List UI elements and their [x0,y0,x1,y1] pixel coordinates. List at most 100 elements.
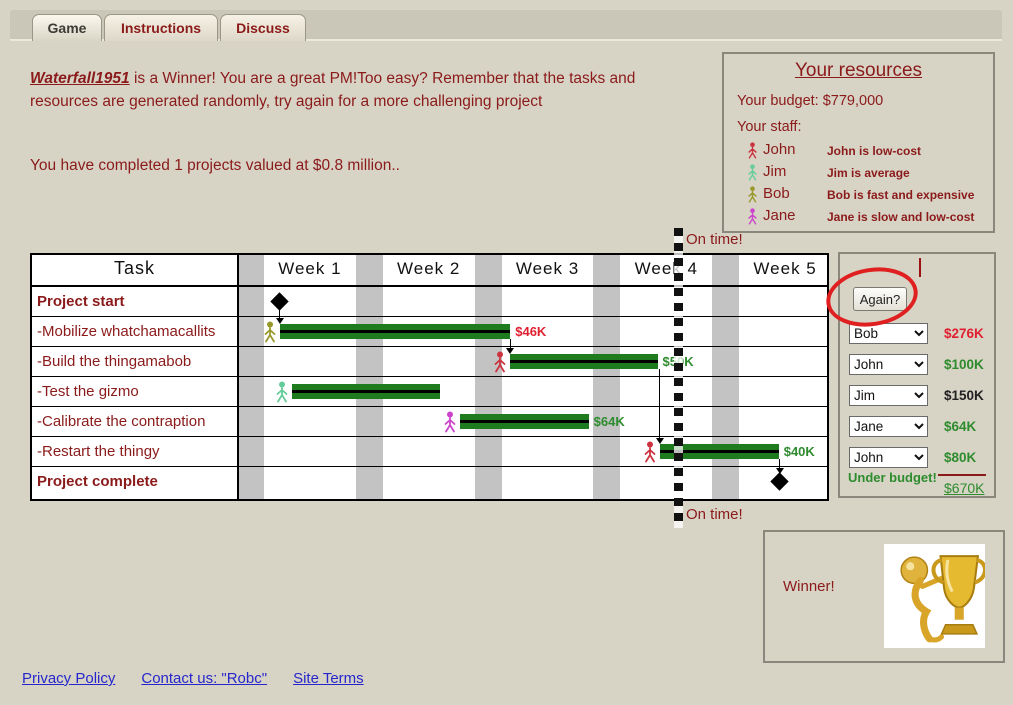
staff-john-icon [747,142,758,164]
task-name: -Build the thingamabob [37,353,192,370]
tab-instructions[interactable]: Instructions [104,14,218,41]
staff-name: Jim [763,163,787,180]
dependency-connector [509,339,511,349]
weekend-stripe [593,255,621,499]
staff-row: Bob Bob is fast and expensive [724,184,993,205]
staff-row: Jane Jane is slow and low-cost [724,206,993,227]
task-bar [460,414,589,429]
staff-bob-icon [747,186,758,208]
row-separator [32,436,827,437]
winner-message: Waterfall1951 is a Winner! You are a gre… [30,67,698,113]
task-name: Project complete [37,473,158,490]
worker-jim-icon [275,381,289,408]
dependency-connector [279,309,281,319]
completed-projects-text: You have completed 1 projects valued at … [30,157,400,174]
weekend-stripe [355,255,383,499]
resources-title: Your resources [794,60,923,81]
footer-link[interactable]: Site Terms [293,670,364,687]
stick-figure-icon [748,164,757,181]
worker-bob-icon [263,321,277,348]
assignment-cost-4: $64K [944,419,977,434]
task-name: -Mobilize whatchamacallits [37,323,216,340]
task-bar [279,324,511,339]
weekend-stripe [474,255,502,499]
dependency-arrowhead [506,348,515,354]
milestone-diamond [270,292,289,311]
task-cost-label: $40K [783,444,815,459]
staff-row: Jim Jim is average [724,162,993,183]
task-cost-label: $46K [515,324,547,339]
dependency-arrowhead [275,318,284,324]
assignment-select-4[interactable]: Jane [849,416,928,437]
staff-row: John John is low-cost [724,140,993,161]
row-separator [32,316,827,317]
week-header: Week 5 [753,259,817,278]
row-separator [32,346,827,347]
stick-figure-icon [276,381,288,403]
assignment-select-2[interactable]: John [849,354,928,375]
row-separator [32,466,827,467]
assignment-select-3[interactable]: Jim [849,385,928,406]
task-column-divider [237,255,239,499]
tab-discuss[interactable]: Discuss [220,14,306,41]
on-time-status-bottom: On time! [686,506,743,523]
trophy-icon [900,555,987,643]
assignment-cost-2: $100K [944,357,984,372]
gantt-chart: Task Week 1 Week 2 Week 3 Week 4 Week 5 Proje… [30,253,829,501]
staff-name: Bob [763,185,790,202]
winner-panel: Winner! [763,530,1005,663]
resources-panel: Your resources Your budget: $779,000 You… [722,52,995,233]
assignment-cost-5: $80K [944,450,977,465]
staff-name: John [763,141,796,158]
project-name: Waterfall1951 [30,70,130,87]
stick-figure-icon [494,351,506,373]
week-header: Week 1 [278,259,342,278]
staff-jim-icon [747,164,758,186]
staff-name: Jane [763,207,796,224]
tab-game[interactable]: Game [32,14,102,41]
dependency-arrowhead [655,438,664,444]
dependency-arrowhead [775,468,784,474]
again-button[interactable]: Again? [853,287,907,311]
stick-figure-icon [748,186,757,203]
total-sum-line [938,474,986,476]
weekend-stripe [237,255,264,499]
worker-john-icon [643,441,657,468]
header-separator [32,285,827,287]
today-marker-line [674,228,683,528]
row-separator [32,376,827,377]
dependency-connector [779,459,781,469]
stick-figure-icon [748,208,757,225]
stick-figure-icon [264,321,276,343]
row-separator [32,406,827,407]
trophy-image [884,544,987,648]
red-tick-mark [919,258,921,277]
staff-description: John is low-cost [827,144,922,158]
week-header: Week 4 [634,259,698,278]
staff-description: Bob is fast and expensive [827,188,975,202]
footer-link[interactable]: Privacy Policy [22,670,116,687]
total-cost: $670K [944,480,985,496]
assignment-select-5[interactable]: John [849,447,928,468]
task-name: Project start [37,293,125,310]
assignment-select-1[interactable]: Bob [849,323,928,344]
stick-figure-icon [644,441,656,463]
task-name: -Test the gizmo [37,383,139,400]
assignment-cost-1: $276K [944,326,984,341]
on-time-status-top: On time! [686,231,743,248]
task-cost-label: $64K [593,414,625,429]
task-bar [510,354,658,369]
worker-john-icon [493,351,507,378]
assignment-cost-3: $150K [944,388,984,403]
tab-bar: Game Instructions Discuss [10,10,1002,41]
footer-link[interactable]: Contact us: "Robc" [141,670,268,687]
under-budget-label: Under budget! [848,470,937,485]
worker-jane-icon [443,411,457,438]
winner-message-text: is a Winner! You are a great PM!Too easy… [30,70,636,110]
task-column-header: Task [113,258,155,278]
staff-jane-icon [747,208,758,230]
week-header: Week 2 [397,259,461,278]
staff-description: Jim is average [827,166,910,180]
winner-label: Winner! [783,578,835,595]
staff-description: Jane is slow and low-cost [827,210,975,224]
